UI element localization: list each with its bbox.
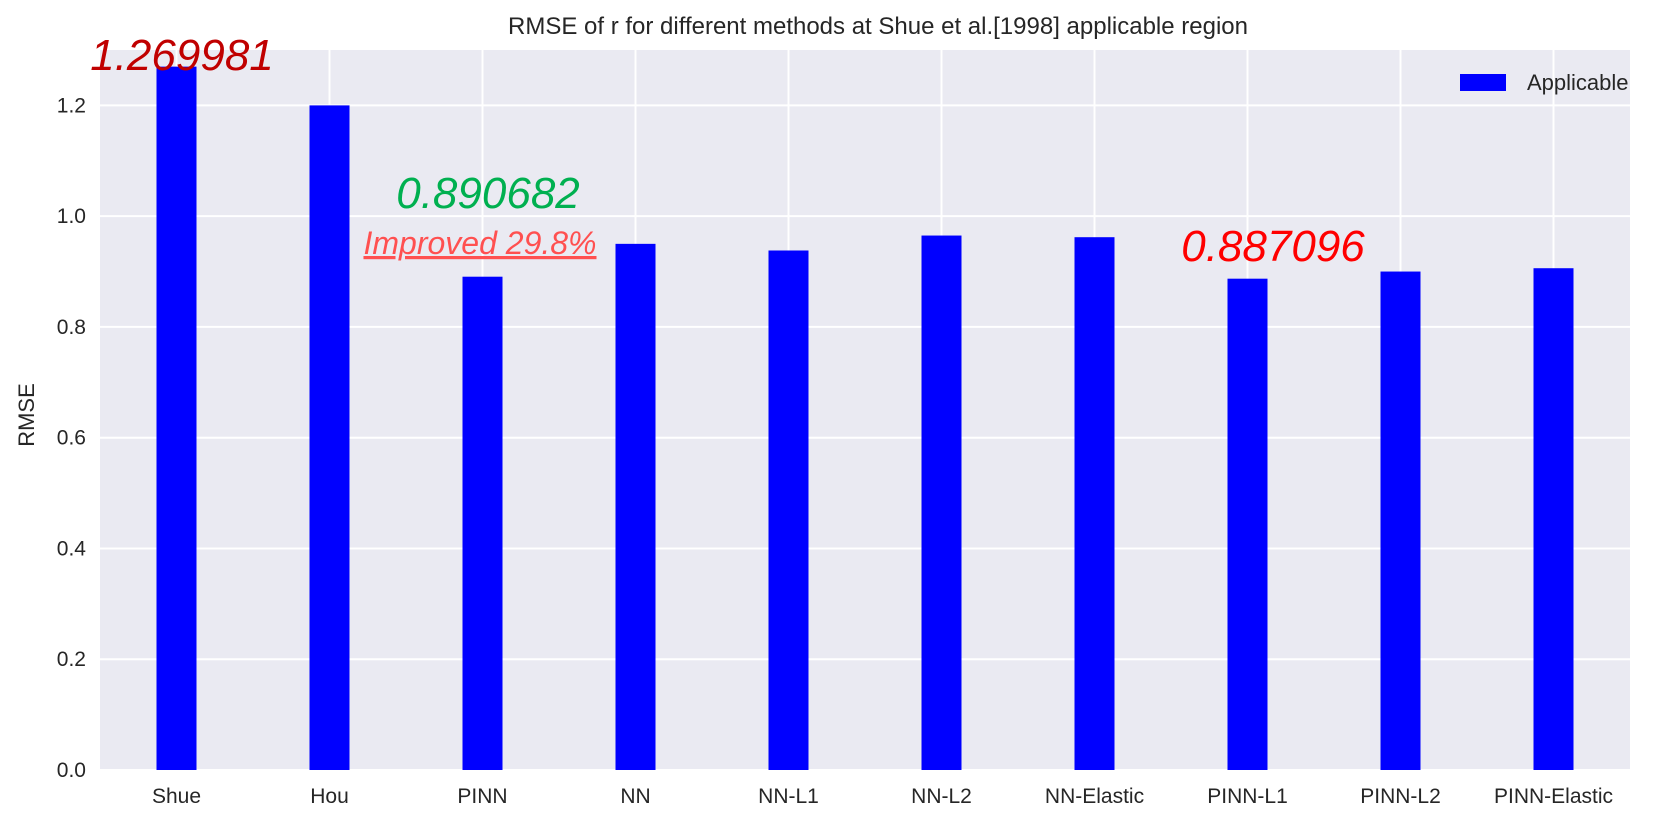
y-tick-labels: 0.0 0.2 0.4 0.6 0.8 1.0 1.2 [57, 94, 87, 782]
bar-pinn-l2 [1380, 271, 1421, 770]
y-tick-label: 0.4 [57, 537, 87, 560]
x-tick-label: NN-L2 [911, 785, 972, 808]
x-tick-label: PINN-Elastic [1494, 785, 1613, 808]
bar-pinn-elastic [1533, 268, 1574, 770]
legend-swatch-applicable [1460, 74, 1506, 91]
y-tick-label: 1.0 [57, 205, 86, 228]
annotation-shue-value: 1.269981 [90, 31, 274, 80]
y-tick-label: 0.2 [57, 648, 86, 671]
x-tick-label: PINN-L1 [1207, 785, 1288, 808]
x-tick-label: PINN [457, 785, 507, 808]
x-tick-label: NN-L1 [758, 785, 819, 808]
bar-shue [156, 66, 197, 770]
x-tick-label: PINN-L2 [1360, 785, 1441, 808]
x-tick-label: Shue [152, 785, 201, 808]
legend-label-applicable: Applicable [1527, 70, 1629, 95]
bar-pinn [462, 276, 503, 770]
chart-title: RMSE of r for different methods at Shue … [508, 13, 1248, 40]
bar-nn-l1 [768, 250, 809, 770]
x-tick-label: NN [620, 785, 650, 808]
y-tick-label: 0.6 [57, 427, 86, 450]
annotation-pinn-improved: Improved 29.8% [363, 225, 596, 261]
bar-nn [615, 243, 656, 770]
legend: Applicable [1460, 70, 1629, 95]
y-tick-label: 1.2 [57, 94, 86, 117]
plot-area [100, 50, 1630, 770]
x-tick-labels: Shue Hou PINN NN NN-L1 NN-L2 NN-Elastic PINN-L1… [152, 785, 1613, 808]
bars [156, 66, 1574, 771]
x-tick-label: Hou [310, 785, 349, 808]
bar-nn-elastic [1074, 237, 1115, 770]
bar-pinn-l1 [1227, 278, 1268, 770]
annotation-pinn-value: 0.890682 [396, 169, 580, 218]
annotation-pinn-l1-value: 0.887096 [1181, 222, 1365, 271]
x-tick-label: NN-Elastic [1045, 785, 1144, 808]
y-tick-label: 0.8 [57, 316, 86, 339]
y-tick-label: 0.0 [57, 759, 86, 782]
y-axis-label: RMSE [14, 383, 39, 447]
bar-hou [309, 105, 350, 770]
bar-nn-l2 [921, 235, 962, 771]
